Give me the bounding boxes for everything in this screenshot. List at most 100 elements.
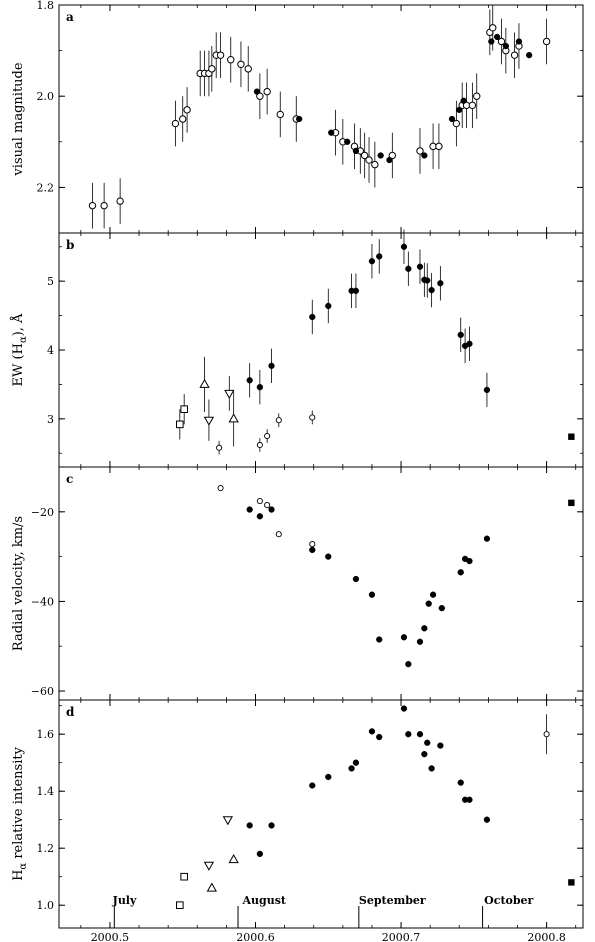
series-filled-circle bbox=[246, 506, 491, 668]
filled-circle-marker bbox=[325, 773, 332, 781]
panel-a: a 1.8 2.0 2.2 visual magnitude bbox=[11, 0, 584, 234]
filled-circle-marker bbox=[457, 569, 464, 576]
filled-circle-marker bbox=[352, 575, 360, 583]
open-circle-marker bbox=[237, 60, 245, 68]
filled-circle-marker bbox=[386, 156, 393, 164]
filled-circle-marker bbox=[448, 115, 456, 123]
open-triangle-up-marker bbox=[206, 882, 217, 892]
y-axis-title-subscript: α bbox=[18, 336, 29, 343]
filled-square-marker bbox=[568, 879, 575, 886]
y-tick-label: −60 bbox=[31, 685, 54, 698]
filled-circle-marker bbox=[256, 513, 264, 520]
x-tick-label: 2000.6 bbox=[236, 931, 275, 942]
small-open-circle-marker bbox=[217, 485, 224, 492]
filled-circle-marker bbox=[466, 340, 473, 347]
month-label: October bbox=[484, 894, 533, 907]
filled-circle-marker bbox=[437, 280, 444, 287]
open-circle-marker bbox=[216, 51, 225, 59]
filled-circle-marker bbox=[416, 263, 424, 270]
small-open-circle-marker bbox=[309, 541, 316, 548]
small-open-circle-marker bbox=[264, 432, 271, 440]
filled-circle-marker bbox=[328, 129, 335, 136]
filled-circle-marker bbox=[515, 38, 523, 45]
filled-circle-marker bbox=[460, 97, 467, 104]
filled-circle-marker bbox=[352, 759, 360, 766]
panel-letter: d bbox=[66, 705, 75, 719]
filled-circle-marker bbox=[256, 384, 264, 391]
small-open-circle-marker bbox=[256, 441, 263, 449]
filled-circle-marker bbox=[325, 302, 332, 310]
x-tick-label: 2000.8 bbox=[527, 931, 566, 942]
filled-circle-marker bbox=[421, 751, 428, 758]
open-circle-marker bbox=[208, 65, 216, 73]
y-axis-title: visual magnitude bbox=[11, 62, 26, 176]
filled-square-marker bbox=[568, 433, 575, 440]
open-circle-marker bbox=[263, 87, 271, 96]
filled-circle-marker bbox=[424, 277, 431, 284]
open-circle-marker bbox=[510, 51, 519, 59]
open-circle-marker bbox=[468, 101, 477, 110]
y-tick-label: 5 bbox=[47, 275, 54, 288]
filled-circle-marker bbox=[268, 362, 275, 369]
open-circle-marker bbox=[542, 37, 551, 46]
filled-circle-marker bbox=[296, 115, 303, 123]
filled-circle-marker bbox=[344, 138, 351, 145]
filled-circle-marker bbox=[400, 634, 408, 641]
panel-d: d 1.0 1.2 1.4 1.6 Hα relative intensity July Au… bbox=[11, 699, 584, 929]
series-small-open-circle bbox=[543, 714, 550, 755]
series-filled-square bbox=[568, 879, 575, 886]
small-open-circle-marker bbox=[275, 531, 282, 538]
open-circle-marker bbox=[256, 92, 264, 100]
filled-circle-marker bbox=[437, 742, 444, 749]
filled-circle-marker bbox=[309, 546, 316, 554]
open-circle-marker bbox=[416, 147, 424, 155]
open-triangle-up-marker bbox=[199, 378, 210, 388]
filled-circle-marker bbox=[438, 604, 445, 612]
filled-circle-marker bbox=[466, 557, 473, 565]
small-open-circle-marker bbox=[543, 731, 550, 738]
filled-circle-marker bbox=[525, 52, 533, 59]
panel-frame bbox=[58, 232, 584, 468]
filled-circle-marker bbox=[246, 506, 253, 513]
open-triangle-up-marker bbox=[228, 853, 239, 864]
filled-circle-marker bbox=[428, 765, 435, 772]
filled-circle-marker bbox=[268, 506, 275, 513]
y-tick-label: 1.2 bbox=[37, 842, 55, 855]
open-square-marker bbox=[180, 872, 188, 881]
y-tick-label: 1.0 bbox=[37, 899, 55, 912]
open-triangle-down-marker bbox=[203, 861, 215, 871]
series-filled-circle bbox=[246, 229, 491, 408]
series-filled-circle bbox=[246, 705, 491, 858]
panel-c: c −20 −40 −60 Radial velocity, km/s bbox=[11, 466, 584, 701]
open-circle-marker bbox=[388, 151, 397, 160]
month-label: August bbox=[241, 894, 286, 907]
open-circle-marker bbox=[452, 119, 461, 128]
series-open-triangle-down bbox=[203, 376, 235, 441]
y-tick-label: −40 bbox=[31, 595, 54, 608]
series-open-square bbox=[176, 872, 188, 910]
x-tick-label: 2000.7 bbox=[382, 931, 421, 942]
panel-frame bbox=[58, 466, 584, 701]
open-circle-marker bbox=[371, 160, 379, 169]
y-axis-title: Hα relative intensity bbox=[11, 746, 29, 880]
panel-letter: b bbox=[66, 238, 74, 252]
x-tick-label: 2000.5 bbox=[91, 931, 130, 942]
open-circle-marker bbox=[365, 156, 373, 164]
filled-circle-marker bbox=[256, 850, 264, 858]
filled-circle-marker bbox=[457, 331, 464, 339]
y-axis-title-subscript: α bbox=[18, 863, 29, 870]
filled-circle-marker bbox=[483, 535, 491, 542]
series-filled-circle bbox=[253, 33, 533, 164]
month-label: July bbox=[112, 894, 137, 907]
small-open-circle-marker bbox=[264, 502, 271, 509]
filled-circle-marker bbox=[483, 386, 491, 394]
filled-circle-marker bbox=[405, 265, 412, 272]
panel-b: b 3 4 5 EW (Hα), Å bbox=[10, 229, 584, 468]
filled-square-marker bbox=[568, 499, 575, 507]
open-circle-marker bbox=[179, 115, 187, 123]
open-circle-marker bbox=[100, 201, 108, 210]
open-square-marker bbox=[176, 901, 184, 910]
open-triangle-down-marker bbox=[203, 416, 215, 426]
series-filled-square bbox=[568, 433, 575, 440]
filled-circle-marker bbox=[400, 243, 408, 250]
